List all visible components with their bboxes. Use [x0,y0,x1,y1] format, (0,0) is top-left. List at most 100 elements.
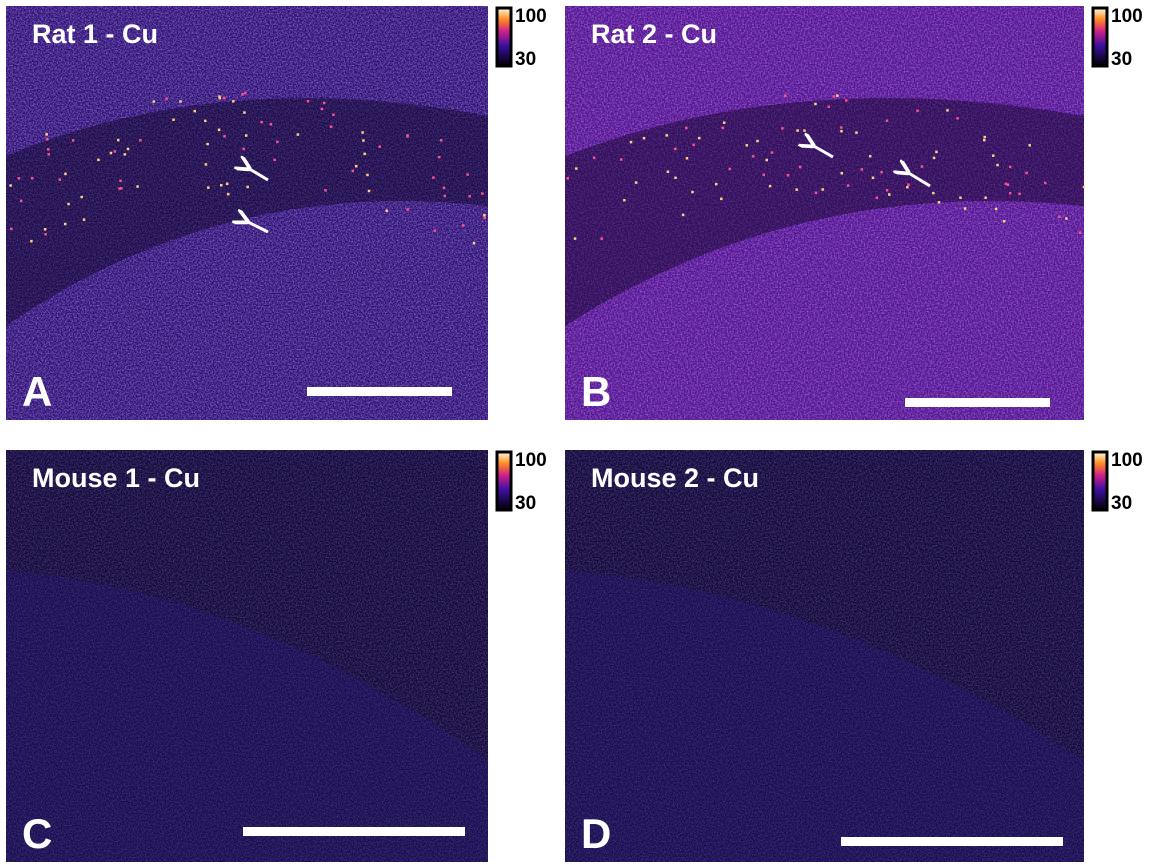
bright-spot [223,135,226,138]
bright-spot [886,120,889,123]
bright-spot [124,153,127,156]
panel-title: Mouse 2 - Cu [591,463,759,493]
bright-spot [566,177,569,180]
bright-spot [80,196,83,199]
bright-spot [795,188,798,191]
bright-spot [995,208,998,211]
bright-spot [270,123,273,126]
bright-spot [172,118,175,121]
bright-spot [784,94,787,97]
bright-spot [241,93,244,96]
bright-spot [481,192,484,195]
colorbar-min: 30 [1111,49,1132,70]
bright-spot [352,170,355,173]
bright-spot [906,186,909,189]
bright-spot [933,157,936,160]
scale-bar [243,827,465,836]
bright-spot [946,109,949,112]
bright-spot [984,197,987,200]
bright-spot [366,174,369,177]
scale-bar [307,387,452,396]
panel-letter: A [22,368,52,415]
bright-spot [880,171,883,174]
bright-spot [841,172,844,175]
bright-spot [1007,184,1010,187]
panel-letter: C [22,810,52,857]
bright-spot [574,237,577,240]
bright-spot [324,189,327,192]
bright-spot [9,184,12,187]
colorbar-min: 30 [515,49,536,70]
bright-spot [765,159,768,162]
bright-spot [682,214,685,217]
bright-spot [83,218,86,221]
bright-spot [876,197,879,200]
bright-spot [72,139,75,142]
bright-spot [845,99,848,102]
bright-spot [836,94,839,97]
panel-title: Rat 2 - Cu [591,19,717,49]
bright-spot [984,136,987,139]
bright-spot [273,159,276,162]
bright-spot [114,150,117,153]
bright-spot [462,224,465,227]
bright-spot [996,164,999,167]
bright-spot [872,177,875,180]
bright-spot [64,223,67,226]
bright-spot [907,183,910,186]
bright-spot [473,242,476,245]
bright-spot [1083,186,1086,189]
bright-spot [136,185,139,188]
bright-spot [10,228,13,231]
bright-spot [64,173,67,176]
bright-spot [685,127,688,130]
bright-spot [674,177,677,180]
bright-spot [752,155,755,158]
bright-spot [814,103,817,106]
bright-spot [223,97,226,100]
bright-spot [153,100,156,103]
bright-spot [623,199,626,202]
bright-spot [964,207,967,210]
colorbar [497,8,511,66]
bright-spot [827,106,830,109]
bright-spot [720,198,723,201]
bright-spot [97,159,100,162]
bright-spot [938,201,941,204]
bright-spot [297,133,300,136]
bright-spot [821,188,824,191]
bright-spot [796,129,799,132]
bright-spot [321,108,324,111]
bright-spot [959,196,962,199]
bright-spot [715,183,718,186]
bright-spot [118,187,121,190]
colorbar-max: 100 [515,6,547,27]
bright-spot [47,148,50,151]
bright-spot [433,229,436,232]
bright-spot [48,153,51,156]
bright-spot [787,174,790,177]
colorbar [1093,452,1107,510]
bright-spot [1058,215,1061,218]
bright-spot [127,148,130,151]
bright-spot [630,141,633,144]
bright-spot [179,100,182,103]
panel: Rat 2 - CuB10030 [565,6,1143,420]
bright-spot [46,138,49,141]
bright-spot [575,167,578,170]
bright-spot [406,135,409,138]
bright-spot [1025,172,1028,175]
bright-spot [242,148,245,151]
bright-spot [18,177,21,180]
bright-spot [440,139,443,142]
bright-spot [840,130,843,133]
bright-spot [218,95,221,98]
bright-spot [869,155,872,158]
bright-spot [207,186,210,189]
scale-bar [905,398,1050,407]
bright-spot [260,121,263,124]
bright-spot [746,144,749,147]
bright-spot [368,190,371,193]
